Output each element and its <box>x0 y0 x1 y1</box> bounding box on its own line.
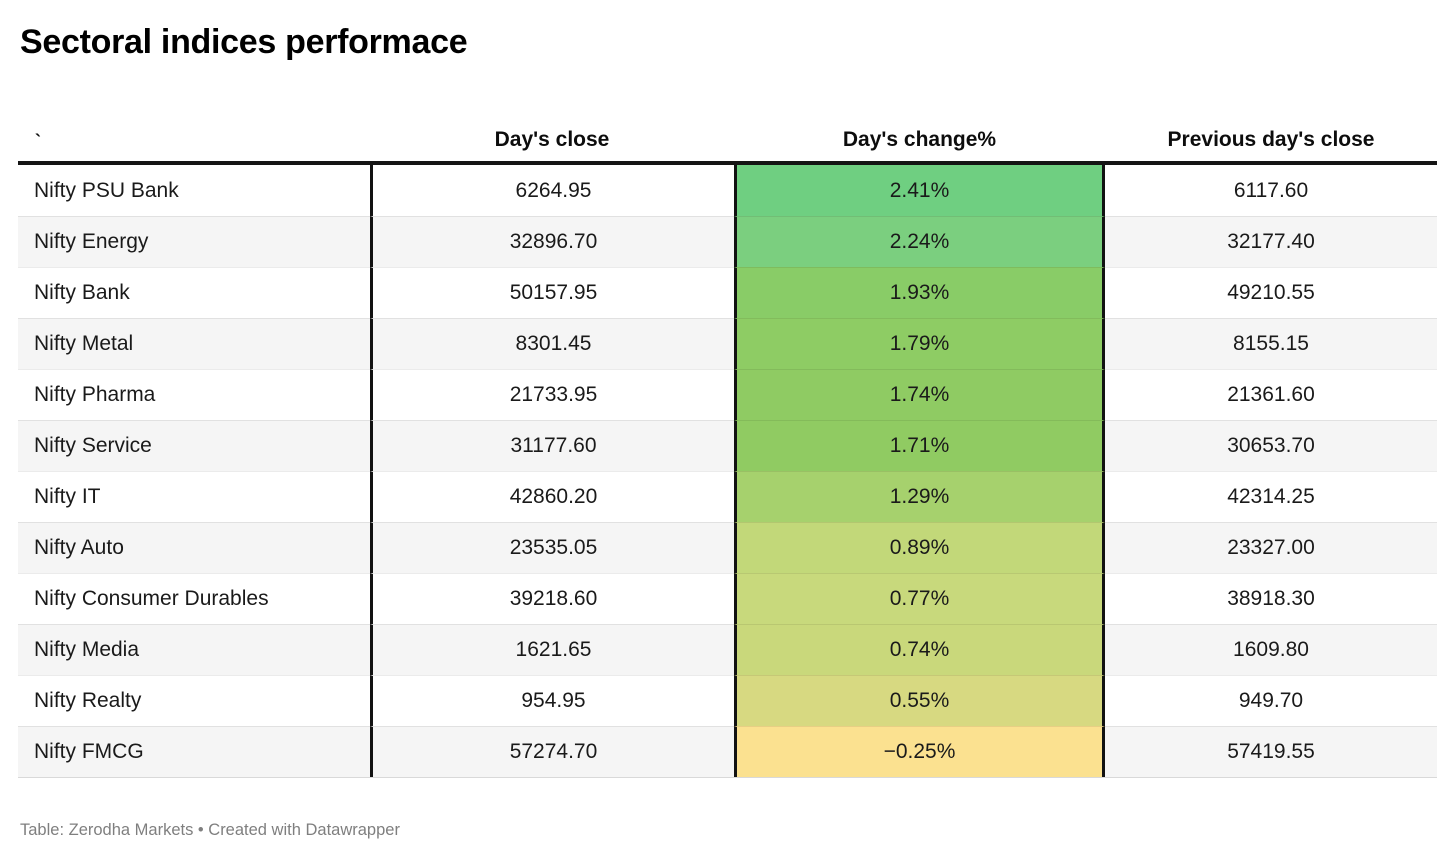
day-close-cell: 6264.95 <box>370 165 734 216</box>
table-row: Nifty Metal 8301.45 1.79% 8155.15 <box>18 318 1437 369</box>
table-row: Nifty Energy 32896.70 2.24% 32177.40 <box>18 216 1437 267</box>
prev-close-cell: 57419.55 <box>1105 726 1437 777</box>
column-header-previous-close: Previous day's close <box>1167 128 1375 151</box>
index-name-cell: Nifty Bank <box>18 267 370 318</box>
table-row: Nifty Pharma 21733.95 1.74% 21361.60 <box>18 369 1437 420</box>
day-close-cell: 8301.45 <box>370 318 734 369</box>
source-credit: Table: Zerodha Markets • Created with Da… <box>20 821 400 839</box>
index-name-cell: Nifty Media <box>18 624 370 675</box>
day-close-cell: 954.95 <box>370 675 734 726</box>
day-close-cell: 31177.60 <box>370 420 734 471</box>
prev-close-cell: 8155.15 <box>1105 318 1437 369</box>
index-name-cell: Nifty Energy <box>18 216 370 267</box>
prev-close-cell: 30653.70 <box>1105 420 1437 471</box>
prev-close-cell: 949.70 <box>1105 675 1437 726</box>
change-cell: 0.55% <box>734 675 1105 726</box>
day-close-cell: 50157.95 <box>370 267 734 318</box>
day-close-cell: 23535.05 <box>370 522 734 573</box>
prev-close-cell: 6117.60 <box>1233 178 1309 202</box>
day-close-cell: 57274.70 <box>370 726 734 777</box>
day-close-cell: 32896.70 <box>370 216 734 267</box>
change-cell: 1.29% <box>734 471 1105 522</box>
table-row: Nifty Consumer Durables 39218.60 0.77% 3… <box>18 573 1437 624</box>
table-body: Nifty PSU Bank 6264.95 2.41% 6117.60 Nif… <box>18 165 1437 778</box>
index-name-cell: Nifty Auto <box>18 522 370 573</box>
table-row: Nifty PSU Bank 6264.95 2.41% 6117.60 <box>18 165 1437 216</box>
day-close-cell: 1621.65 <box>370 624 734 675</box>
page-title: Sectoral indices performace <box>20 23 468 61</box>
column-header-index: ` <box>35 131 41 151</box>
index-name-cell: Nifty PSU Bank <box>34 178 179 202</box>
table-row: Nifty Service 31177.60 1.71% 30653.70 <box>18 420 1437 471</box>
table-row: Nifty Realty 954.95 0.55% 949.70 <box>18 675 1437 726</box>
index-name-cell: Nifty Pharma <box>18 369 370 420</box>
change-cell: 2.41% <box>734 165 1105 216</box>
index-name-cell: Nifty Realty <box>18 675 370 726</box>
prev-close-cell: 21361.60 <box>1105 369 1437 420</box>
index-name-cell: Nifty Service <box>18 420 370 471</box>
change-cell: 1.93% <box>734 267 1105 318</box>
prev-close-cell: 23327.00 <box>1105 522 1437 573</box>
prev-close-cell: 32177.40 <box>1105 216 1437 267</box>
change-cell: 1.79% <box>734 318 1105 369</box>
index-name-cell: Nifty Consumer Durables <box>18 573 370 624</box>
day-close-cell: 39218.60 <box>370 573 734 624</box>
column-header-days-close: Day's close <box>494 128 610 151</box>
change-cell: 0.89% <box>734 522 1105 573</box>
change-cell: 0.77% <box>734 573 1105 624</box>
day-close-cell: 42860.20 <box>370 471 734 522</box>
table-row: Nifty Bank 50157.95 1.93% 49210.55 <box>18 267 1437 318</box>
change-cell: 1.74% <box>734 369 1105 420</box>
table-row: Nifty Media 1621.65 0.74% 1609.80 <box>18 624 1437 675</box>
table-row: Nifty FMCG 57274.70 −0.25% 57419.55 <box>18 726 1437 777</box>
index-name-cell: Nifty Metal <box>18 318 370 369</box>
change-cell: 2.24% <box>734 216 1105 267</box>
prev-close-cell: 42314.25 <box>1105 471 1437 522</box>
column-header-days-change: Day's change% <box>842 128 997 151</box>
index-name-cell: Nifty FMCG <box>18 726 370 777</box>
index-name-cell: Nifty IT <box>18 471 370 522</box>
change-cell: 1.71% <box>734 420 1105 471</box>
prev-close-cell: 38918.30 <box>1105 573 1437 624</box>
change-cell: 0.74% <box>734 624 1105 675</box>
prev-close-cell: 1609.80 <box>1105 624 1437 675</box>
table-row: Nifty Auto 23535.05 0.89% 23327.00 <box>18 522 1437 573</box>
page: Sectoral indices performace ` Day's clos… <box>18 23 1437 839</box>
day-close-cell: 21733.95 <box>370 369 734 420</box>
change-cell: −0.25% <box>734 726 1105 777</box>
sectoral-indices-table: ` Day's close Day's change% Previous day… <box>18 103 1437 778</box>
table-row: Nifty IT 42860.20 1.29% 42314.25 <box>18 471 1437 522</box>
table-header-row: ` Day's close Day's change% Previous day… <box>18 103 1437 165</box>
prev-close-cell: 49210.55 <box>1105 267 1437 318</box>
